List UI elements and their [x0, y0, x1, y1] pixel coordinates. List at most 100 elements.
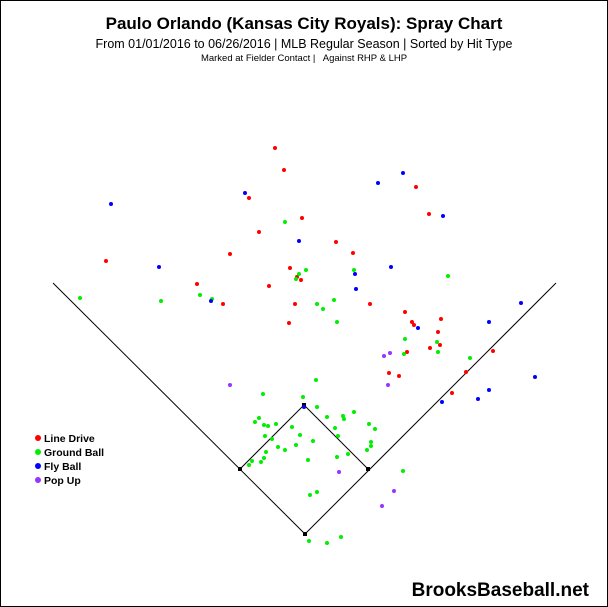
fly-ball-point	[533, 375, 537, 379]
ground-ball-point	[342, 417, 346, 421]
line-drive-point	[221, 302, 225, 306]
first-base	[366, 467, 370, 471]
pop-up-point	[337, 470, 341, 474]
ground-ball-point	[373, 427, 377, 431]
line-drive-point	[403, 310, 407, 314]
line-drive-point	[282, 168, 286, 172]
ground-ball-point	[315, 405, 319, 409]
ground-ball-point	[297, 272, 301, 276]
ground-ball-point	[333, 426, 337, 430]
ground-ball-point	[335, 455, 339, 459]
ground-ball-point	[78, 296, 82, 300]
ground-ball-point	[314, 378, 318, 382]
line-drive-point	[104, 259, 108, 263]
pop-up-point	[392, 489, 396, 493]
fly-ball-point	[109, 202, 113, 206]
ground-ball-point	[250, 459, 254, 463]
ground-ball-point	[436, 350, 440, 354]
ground-ball-point	[276, 445, 280, 449]
fly-ball-point	[519, 301, 523, 305]
third-base	[238, 467, 242, 471]
line-drive-point	[287, 321, 291, 325]
data-points	[78, 146, 537, 545]
note-left: Marked at Fielder Contact |	[200, 53, 316, 64]
ground-ball-point	[369, 440, 373, 444]
line-drive-point	[414, 185, 418, 189]
fly-ball-point	[297, 239, 301, 243]
line-drive-point	[438, 343, 442, 347]
chart-note: Marked at Fielder Contact | Against RHP …	[0, 53, 608, 64]
legend-marker	[35, 463, 41, 470]
pop-up-point	[380, 504, 384, 508]
legend-label: Ground Ball	[44, 447, 105, 459]
ground-ball-point	[325, 541, 329, 545]
ground-ball-point	[346, 452, 350, 456]
ground-ball-point	[283, 220, 287, 224]
ground-ball-point	[294, 443, 298, 447]
chart-subtitle: From 01/01/2016 to 06/26/2016 | MLB Regu…	[95, 37, 513, 51]
field-lines	[52, 282, 557, 535]
legend-label: Line Drive	[44, 433, 95, 445]
ground-ball-point	[298, 433, 302, 437]
ground-ball-point	[369, 444, 373, 448]
ground-ball-point	[159, 299, 163, 303]
ground-ball-point	[261, 392, 265, 396]
legend-item-line-drive: Line Drive	[35, 432, 104, 446]
fly-ball-point	[376, 181, 380, 185]
left-foul-line	[52, 282, 306, 535]
ground-ball-point	[339, 535, 343, 539]
ground-ball-point	[257, 416, 261, 420]
chart-title: Paulo Orlando (Kansas City Royals): Spra…	[105, 14, 503, 33]
pop-up-point	[382, 354, 386, 358]
ground-ball-point	[403, 337, 407, 341]
baseline-second-first	[303, 404, 369, 470]
fly-ball-point	[302, 405, 306, 409]
ground-ball-point	[336, 434, 340, 438]
home-plate	[303, 532, 307, 536]
watermark: BrooksBaseball.net	[411, 580, 589, 601]
ground-ball-point	[294, 277, 298, 281]
ground-ball-point	[332, 298, 336, 302]
fly-ball-point	[476, 397, 480, 401]
line-drive-point	[450, 391, 454, 395]
fly-ball-point	[209, 299, 213, 303]
line-drive-point	[288, 266, 292, 270]
pop-up-point	[386, 383, 390, 387]
line-drive-point	[273, 146, 277, 150]
ground-ball-point	[270, 437, 274, 441]
ground-ball-point	[402, 352, 406, 356]
line-drive-point	[436, 330, 440, 334]
ground-ball-point	[304, 268, 308, 272]
legend: Line Drive Ground Ball Fly Ball Pop Up	[35, 432, 104, 488]
fly-ball-point	[354, 287, 358, 291]
ground-ball-point	[283, 448, 287, 452]
fly-ball-point	[441, 214, 445, 218]
ground-ball-point	[274, 422, 278, 426]
ground-ball-point	[259, 460, 263, 464]
pop-up-point	[388, 351, 392, 355]
legend-item-ground-ball: Ground Ball	[35, 446, 104, 460]
fly-ball-point	[487, 388, 491, 392]
ground-ball-point	[253, 420, 257, 424]
line-drive-point	[228, 252, 232, 256]
ground-ball-point	[301, 395, 305, 399]
line-drive-point	[267, 284, 271, 288]
line-drive-point	[428, 346, 432, 350]
fly-ball-point	[440, 400, 444, 404]
fly-ball-point	[243, 191, 247, 195]
ground-ball-point	[315, 490, 319, 494]
fly-ball-point	[416, 326, 420, 330]
line-drive-point	[427, 212, 431, 216]
fly-ball-point	[389, 265, 393, 269]
ground-ball-point	[352, 410, 356, 414]
fly-ball-point	[487, 320, 491, 324]
bases	[238, 403, 370, 536]
legend-item-pop-up: Pop Up	[35, 474, 104, 488]
right-foul-line	[304, 282, 557, 535]
line-drive-point	[410, 320, 414, 324]
ground-ball-point	[367, 422, 371, 426]
line-drive-point	[293, 302, 297, 306]
ground-ball-point	[325, 415, 329, 419]
note-right: Against RHP & LHP	[322, 53, 408, 64]
